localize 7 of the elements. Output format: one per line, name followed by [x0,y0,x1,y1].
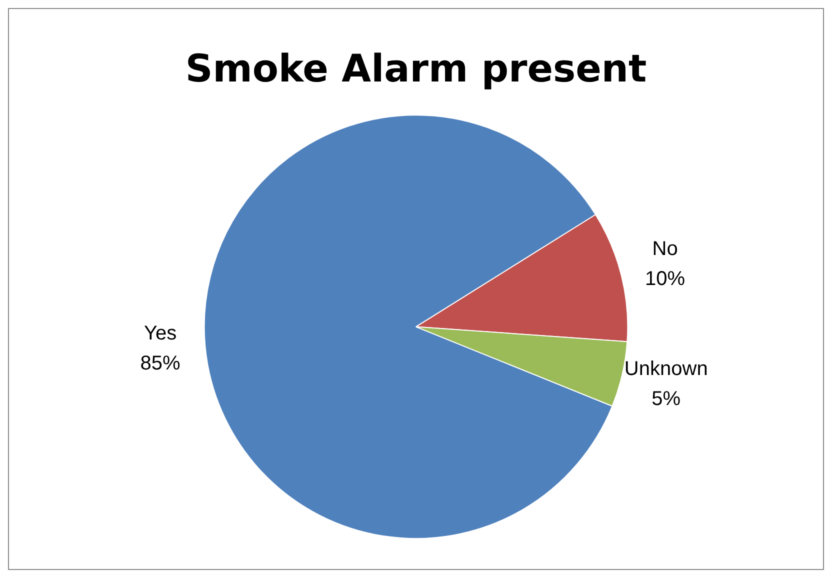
slice-label: No [652,238,678,260]
chart-title: Smoke Alarm present [185,46,647,91]
data-label: 10% [645,268,686,290]
slice-label: Unknown [624,358,708,380]
data-label: 5% [652,388,681,410]
data-label: 85% [140,352,181,375]
slice-label: Yes [144,322,177,345]
